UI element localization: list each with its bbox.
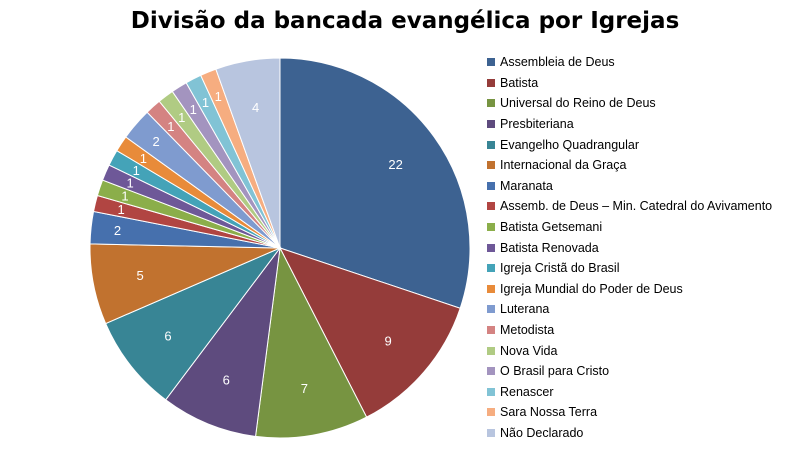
slice-data-label: 1 — [140, 151, 147, 166]
legend-swatch — [487, 78, 495, 87]
legend-label: Luterana — [500, 302, 550, 317]
legend-label: O Brasil para Cristo — [500, 364, 610, 379]
legend-swatch — [487, 223, 495, 232]
slice-data-label: 1 — [202, 95, 209, 110]
slice-data-label: 9 — [384, 333, 391, 348]
legend-label: Igreja Mundial do Poder de Deus — [500, 281, 683, 296]
legend-item: Evangelho Quadrangular — [487, 134, 807, 155]
legend-swatch — [487, 243, 495, 252]
legend-swatch — [487, 367, 495, 376]
legend-swatch — [487, 346, 495, 355]
pie-slice — [278, 247, 461, 418]
slice-data-label: 4 — [252, 100, 259, 115]
legend-item: Luterana — [487, 299, 807, 320]
legend-swatch — [487, 181, 495, 190]
legend-label: Batista Renovada — [500, 240, 599, 255]
slice-data-label: 1 — [133, 163, 140, 178]
legend-swatch — [487, 161, 495, 170]
legend-label: Universal do Reino de Deus — [500, 96, 656, 111]
legend-item: O Brasil para Cristo — [487, 361, 807, 382]
legend-swatch — [487, 140, 495, 149]
legend-item: Não Declarado — [487, 423, 807, 444]
slice-data-label: 1 — [190, 102, 197, 117]
legend-label: Sara Nossa Terra — [500, 405, 598, 420]
legend-label: Batista Getsemani — [500, 220, 603, 235]
slice-data-label: 1 — [167, 119, 174, 134]
slice-data-label: 7 — [301, 381, 308, 396]
slice-data-label: 1 — [118, 202, 125, 217]
legend-swatch — [487, 284, 495, 293]
legend-item: Presbiteriana — [487, 114, 807, 135]
legend-label: Renascer — [500, 384, 554, 399]
slice-data-label: 6 — [223, 372, 230, 387]
legend-label: Metodista — [500, 323, 555, 338]
legend-swatch — [487, 120, 495, 129]
legend-swatch — [487, 326, 495, 335]
legend-item: Metodista — [487, 320, 807, 341]
legend-label: Nova Vida — [500, 343, 558, 358]
slice-data-label: 22 — [388, 157, 402, 172]
legend-label: Assemb. de Deus – Min. Catedral do Aviva… — [500, 199, 773, 214]
slice-data-label: 5 — [137, 268, 144, 283]
legend-item: Batista — [487, 73, 807, 94]
legend-item: Nova Vida — [487, 340, 807, 361]
chart-title: Divisão da bancada evangélica por Igreja… — [130, 8, 680, 34]
slice-data-label: 6 — [164, 329, 171, 344]
pie-slice — [164, 246, 281, 437]
legend-swatch — [487, 305, 495, 314]
pie-slice — [215, 57, 281, 249]
legend-label: Assembleia de Deus — [500, 55, 615, 70]
slice-data-label: 1 — [126, 176, 133, 191]
legend: Assembleia de Deus Batista Universal do Re… — [487, 52, 807, 443]
legend-label: Presbiteriana — [500, 117, 574, 132]
legend-item: Igreja Mundial do Poder de Deus — [487, 279, 807, 300]
legend-label: Batista — [500, 75, 539, 90]
slice-data-label: 1 — [215, 89, 222, 104]
slice-data-label: 2 — [114, 223, 121, 238]
slice-data-label: 1 — [121, 189, 128, 204]
legend-swatch — [487, 387, 495, 396]
legend-item: Internacional da Graça — [487, 155, 807, 176]
pie-slice — [279, 57, 471, 309]
legend-item: Assembleia de Deus — [487, 52, 807, 73]
legend-item: Sara Nossa Terra — [487, 402, 807, 423]
pie-slice — [105, 246, 282, 401]
legend-item: Maranata — [487, 176, 807, 197]
legend-label: Igreja Cristã do Brasil — [500, 261, 620, 276]
legend-label: Maranata — [500, 178, 553, 193]
legend-swatch — [487, 99, 495, 108]
legend-swatch — [487, 202, 495, 211]
legend-label: Evangelho Quadrangular — [500, 137, 639, 152]
legend-label: Internacional da Graça — [500, 158, 627, 173]
pie-slice — [254, 246, 368, 439]
legend-item: Batista Getsemani — [487, 217, 807, 238]
legend-swatch — [487, 408, 495, 417]
legend-item: Igreja Cristã do Brasil — [487, 258, 807, 279]
slice-data-label: 1 — [178, 110, 185, 125]
legend-item: Universal do Reino de Deus — [487, 93, 807, 114]
legend-label: Não Declarado — [500, 425, 584, 440]
legend-swatch — [487, 428, 495, 437]
legend-item: Renascer — [487, 382, 807, 403]
legend-item: Batista Renovada — [487, 237, 807, 258]
legend-swatch — [487, 58, 495, 67]
legend-swatch — [487, 264, 495, 273]
legend-item: Assemb. de Deus – Min. Catedral do Aviva… — [487, 196, 807, 217]
slice-data-label: 2 — [152, 134, 159, 149]
